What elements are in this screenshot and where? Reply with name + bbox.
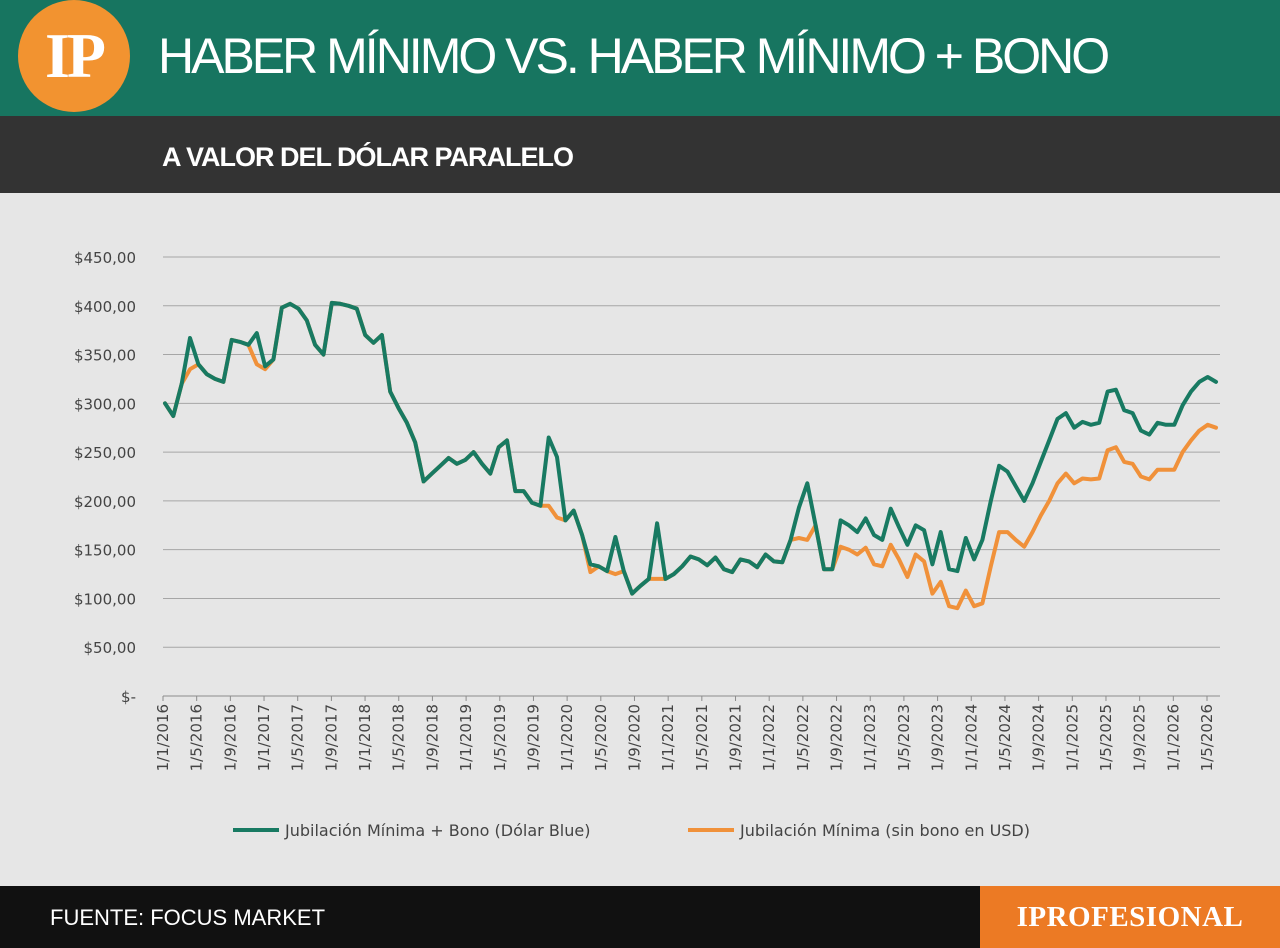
x-tick-label: 1/5/2022 <box>794 704 812 771</box>
y-axis-tick-labels: $- $50,00 $100,00 $150,00 $200,00 $250,00 $300… <box>74 249 136 706</box>
x-tick-label: 1/1/2016 <box>154 704 172 771</box>
subheader-band <box>0 116 1280 193</box>
legend: Jubilación Mínima + Bono (Dólar Blue) Jub… <box>233 821 1030 840</box>
x-tick-label: 1/5/2025 <box>1097 704 1115 771</box>
x-tick-label: 1/1/2024 <box>962 704 980 771</box>
x-tick-label: 1/1/2022 <box>760 704 778 771</box>
x-tick-label: 1/1/2023 <box>861 704 879 771</box>
x-tick-label: 1/9/2025 <box>1131 704 1149 771</box>
y-tick-label: $50,00 <box>84 639 137 657</box>
x-tick-label: 1/5/2023 <box>895 704 913 771</box>
x-tick-label: 1/1/2020 <box>558 704 576 771</box>
x-axis-tick-labels: 1/1/2016 1/5/2016 1/9/2016 1/1/2017 1/5/2017… <box>154 704 1216 771</box>
grid <box>162 256 1220 701</box>
header-band <box>0 0 1280 116</box>
y-tick-label: $200,00 <box>74 493 136 511</box>
series-lines <box>163 300 1218 611</box>
x-tick-label: 1/5/2016 <box>188 704 206 771</box>
x-tick-label: 1/9/2016 <box>221 704 239 771</box>
x-tick-label: 1/5/2020 <box>592 704 610 771</box>
legend-item-bono-label: Jubilación Mínima + Bono (Dólar Blue) <box>284 821 590 840</box>
logo-text: IP <box>45 20 106 91</box>
brand-logo-text: IPROFESIONAL <box>1016 900 1244 933</box>
x-tick-label: 1/9/2022 <box>828 704 846 771</box>
x-tick-label: 1/5/2021 <box>693 704 711 771</box>
y-tick-label: $400,00 <box>74 298 136 316</box>
x-tick-label: 1/5/2026 <box>1198 704 1216 771</box>
y-tick-label: $450,00 <box>74 249 136 267</box>
x-tick-label: 1/5/2018 <box>390 704 408 771</box>
x-tick-label: 1/1/2026 <box>1164 704 1182 771</box>
legend-item-sin-bono-label: Jubilación Mínima (sin bono en USD) <box>739 821 1030 840</box>
y-tick-label: $150,00 <box>74 542 136 560</box>
x-tick-label: 1/9/2024 <box>1030 704 1048 771</box>
x-tick-label: 1/5/2024 <box>996 704 1014 771</box>
series-line-bono <box>163 300 1218 596</box>
y-tick-label: $250,00 <box>74 444 136 462</box>
source-note: FUENTE: FOCUS MARKET <box>50 905 326 930</box>
y-tick-label: $300,00 <box>74 395 136 413</box>
logo: IP <box>18 0 130 112</box>
line-chart: $- $50,00 $100,00 $150,00 $200,00 $250,00 $300… <box>74 249 1220 840</box>
x-tick-label: 1/1/2017 <box>255 704 273 771</box>
x-tick-label: 1/1/2021 <box>659 704 677 771</box>
x-tick-label: 1/9/2019 <box>524 704 542 771</box>
y-tick-label: $350,00 <box>74 347 136 365</box>
page-title: HABER MÍNIMO VS. HABER MÍNIMO + BONO <box>158 28 1110 84</box>
x-tick-label: 1/9/2017 <box>322 704 340 771</box>
x-tick-label: 1/5/2017 <box>289 704 307 771</box>
x-tick-label: 1/5/2019 <box>491 704 509 771</box>
x-tick-label: 1/9/2021 <box>727 704 745 771</box>
y-tick-label: $100,00 <box>74 590 136 608</box>
x-tick-label: 1/9/2020 <box>625 704 643 771</box>
x-tick-label: 1/1/2025 <box>1063 704 1081 771</box>
x-tick-label: 1/9/2018 <box>423 704 441 771</box>
x-tick-label: 1/9/2023 <box>929 704 947 771</box>
brand-badge: IPROFESIONAL <box>980 886 1280 948</box>
y-tick-label: $- <box>121 688 136 706</box>
x-tick-label: 1/1/2018 <box>356 704 374 771</box>
page-subtitle: A VALOR DEL DÓLAR PARALELO <box>162 142 574 172</box>
x-tick-label: 1/1/2019 <box>457 704 475 771</box>
